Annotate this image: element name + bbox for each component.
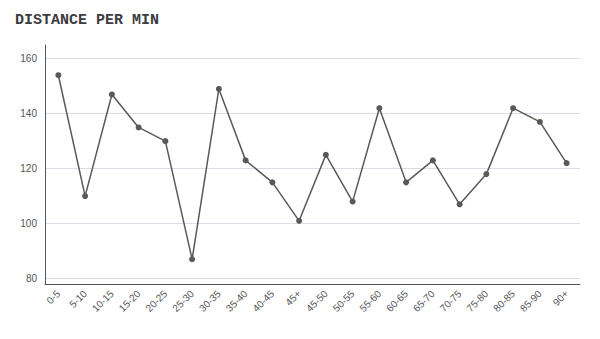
svg-text:DISTANCE PER MIN: DISTANCE PER MIN bbox=[15, 12, 159, 29]
svg-text:100: 100 bbox=[20, 218, 37, 229]
svg-text:45+: 45+ bbox=[283, 288, 303, 308]
svg-text:65-70: 65-70 bbox=[411, 288, 437, 314]
svg-text:75-80: 75-80 bbox=[464, 288, 490, 314]
svg-text:60-65: 60-65 bbox=[384, 288, 410, 314]
svg-text:0-5: 0-5 bbox=[44, 288, 62, 306]
svg-text:90+: 90+ bbox=[551, 288, 571, 308]
svg-text:80: 80 bbox=[26, 273, 38, 284]
svg-text:70-75: 70-75 bbox=[438, 288, 464, 314]
svg-text:85-90: 85-90 bbox=[518, 288, 544, 314]
svg-text:160: 160 bbox=[20, 53, 37, 64]
svg-text:20-25: 20-25 bbox=[143, 288, 169, 314]
svg-text:45-50: 45-50 bbox=[304, 288, 330, 314]
svg-text:120: 120 bbox=[20, 163, 37, 174]
svg-text:25-30: 25-30 bbox=[170, 288, 196, 314]
svg-text:55-60: 55-60 bbox=[357, 288, 383, 314]
svg-text:50-55: 50-55 bbox=[331, 288, 357, 314]
svg-text:35-40: 35-40 bbox=[224, 288, 250, 314]
svg-text:15-20: 15-20 bbox=[117, 288, 143, 314]
svg-text:140: 140 bbox=[20, 108, 37, 119]
svg-text:40-45: 40-45 bbox=[250, 288, 276, 314]
svg-text:80-85: 80-85 bbox=[491, 288, 517, 314]
svg-text:30-35: 30-35 bbox=[197, 288, 223, 314]
svg-text:5-10: 5-10 bbox=[67, 288, 89, 310]
svg-text:10-15: 10-15 bbox=[90, 288, 116, 314]
